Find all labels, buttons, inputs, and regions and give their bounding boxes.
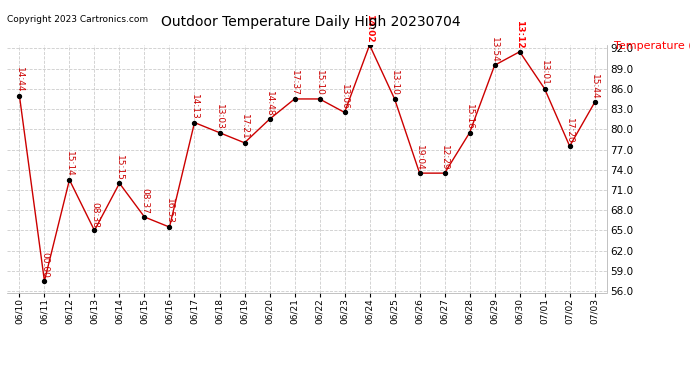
Text: 00:00: 00:00 xyxy=(40,252,49,278)
Text: 17:20: 17:20 xyxy=(565,118,574,143)
Text: 14:48: 14:48 xyxy=(265,91,274,116)
Text: 15:14: 15:14 xyxy=(65,152,74,177)
Point xyxy=(114,180,125,186)
Text: 08:37: 08:37 xyxy=(140,188,149,214)
Point xyxy=(364,42,375,48)
Text: 08:38: 08:38 xyxy=(90,202,99,228)
Text: 14:02: 14:02 xyxy=(365,13,374,42)
Text: 12:29: 12:29 xyxy=(440,145,449,170)
Point xyxy=(439,170,450,176)
Point xyxy=(464,130,475,136)
Text: 14:13: 14:13 xyxy=(190,94,199,120)
Text: 16:53: 16:53 xyxy=(165,198,174,224)
Text: 17:37: 17:37 xyxy=(290,70,299,96)
Text: 13:06: 13:06 xyxy=(340,84,349,110)
Point xyxy=(339,110,350,116)
Point xyxy=(239,140,250,146)
Text: 15:10: 15:10 xyxy=(315,70,324,96)
Point xyxy=(514,49,525,55)
Text: 13:54: 13:54 xyxy=(490,37,499,63)
Point xyxy=(14,93,25,99)
Point xyxy=(64,177,75,183)
Point xyxy=(389,96,400,102)
Text: Temperature (°F): Temperature (°F) xyxy=(614,41,690,51)
Point xyxy=(189,120,200,126)
Text: Outdoor Temperature Daily High 20230704: Outdoor Temperature Daily High 20230704 xyxy=(161,15,460,29)
Point xyxy=(289,96,300,102)
Point xyxy=(39,278,50,284)
Point xyxy=(539,86,550,92)
Text: 17:21: 17:21 xyxy=(240,114,249,140)
Text: 13:01: 13:01 xyxy=(540,60,549,86)
Text: 15:16: 15:16 xyxy=(465,104,474,130)
Point xyxy=(489,62,500,68)
Text: 15:44: 15:44 xyxy=(590,74,599,99)
Text: 13:03: 13:03 xyxy=(215,104,224,130)
Text: 13:10: 13:10 xyxy=(390,70,399,96)
Point xyxy=(314,96,325,102)
Point xyxy=(564,143,575,149)
Text: 14:44: 14:44 xyxy=(15,67,24,93)
Point xyxy=(589,99,600,105)
Point xyxy=(139,214,150,220)
Point xyxy=(414,170,425,176)
Text: 13:12: 13:12 xyxy=(515,20,524,49)
Text: 19:04: 19:04 xyxy=(415,145,424,170)
Point xyxy=(89,228,100,234)
Point xyxy=(164,224,175,230)
Text: Copyright 2023 Cartronics.com: Copyright 2023 Cartronics.com xyxy=(7,15,148,24)
Point xyxy=(264,116,275,122)
Text: 15:15: 15:15 xyxy=(115,154,124,180)
Point xyxy=(214,130,225,136)
